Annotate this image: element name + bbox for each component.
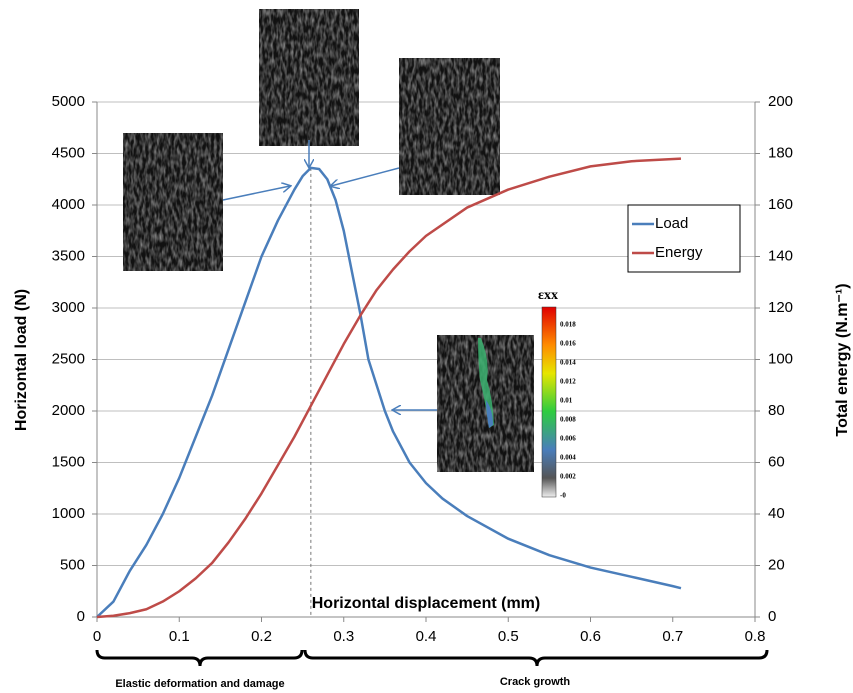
colorbar-tick-label: 0.01 xyxy=(560,397,573,405)
legend-label: Load xyxy=(655,215,688,232)
y-tick-label: 500 xyxy=(60,556,85,573)
colorbar-tick-label: 0.014 xyxy=(560,359,576,367)
colorbar-tick-label: 0.004 xyxy=(560,454,576,462)
y-tick-label: 2500 xyxy=(52,350,85,367)
y2-tick-label: 100 xyxy=(768,350,793,367)
x-tick-label: 0.8 xyxy=(745,628,766,645)
colorbar-tick-label: 0.018 xyxy=(560,321,576,329)
y2-axis-label: Total energy (N.m⁻¹) xyxy=(834,283,851,436)
x-tick-label: 0.2 xyxy=(251,628,272,645)
y-axis-label: Horizontal load (N) xyxy=(13,289,30,431)
y2-tick-label: 180 xyxy=(768,144,793,161)
dic-images xyxy=(123,9,557,498)
x-tick-label: 0.3 xyxy=(333,628,354,645)
colorbar-tick-label: 0.012 xyxy=(560,378,576,386)
phase-braces xyxy=(95,649,769,667)
y-tick-label: 1000 xyxy=(52,505,85,522)
line-series xyxy=(96,157,682,619)
x-tick-label: 0.5 xyxy=(498,628,519,645)
colorbar-tick-label: 0.008 xyxy=(560,416,576,424)
colorbar-tick-label: 0.002 xyxy=(560,473,576,481)
y-tick-label: 0 xyxy=(77,608,85,625)
phase-label: Crack growth xyxy=(500,676,571,688)
colorbar-tick-label: 0.016 xyxy=(560,340,576,348)
x-tick-label: 0.7 xyxy=(662,628,683,645)
arrows xyxy=(222,140,437,410)
y2-tick-label: 80 xyxy=(768,402,785,419)
x-tick-label: 0.6 xyxy=(580,628,601,645)
x-tick-label: 0 xyxy=(93,628,101,645)
colorbar-label: εxx xyxy=(538,288,558,303)
y2-tick-label: 20 xyxy=(768,556,785,573)
y-tick-label: 1500 xyxy=(52,453,85,470)
legend-box xyxy=(627,204,741,273)
y-tick-label: 3500 xyxy=(52,247,85,264)
y-tick-label: 5000 xyxy=(52,93,85,110)
x-tick-label: 0.4 xyxy=(416,628,437,645)
x-axis-label: Horizontal displacement (mm) xyxy=(312,595,540,612)
y2-tick-label: 0 xyxy=(768,608,776,625)
y2-tick-label: 40 xyxy=(768,505,785,522)
x-tick-label: 0.1 xyxy=(169,628,190,645)
y-tick-label: 2000 xyxy=(52,402,85,419)
y2-tick-label: 160 xyxy=(768,196,793,213)
y-tick-label: 4000 xyxy=(52,196,85,213)
line-series xyxy=(96,166,682,618)
colorbar-tick-label: -0 xyxy=(560,492,566,500)
y2-tick-label: 140 xyxy=(768,247,793,264)
y2-tick-label: 60 xyxy=(768,453,785,470)
y-tick-label: 4500 xyxy=(52,144,85,161)
y2-tick-label: 200 xyxy=(768,93,793,110)
y2-tick-label: 120 xyxy=(768,299,793,316)
phase-label: Elastic deformation and damage xyxy=(115,678,284,690)
legend-label: Energy xyxy=(655,244,703,261)
colorbar-tick-label: 0.006 xyxy=(560,435,576,443)
y-tick-label: 3000 xyxy=(52,299,85,316)
